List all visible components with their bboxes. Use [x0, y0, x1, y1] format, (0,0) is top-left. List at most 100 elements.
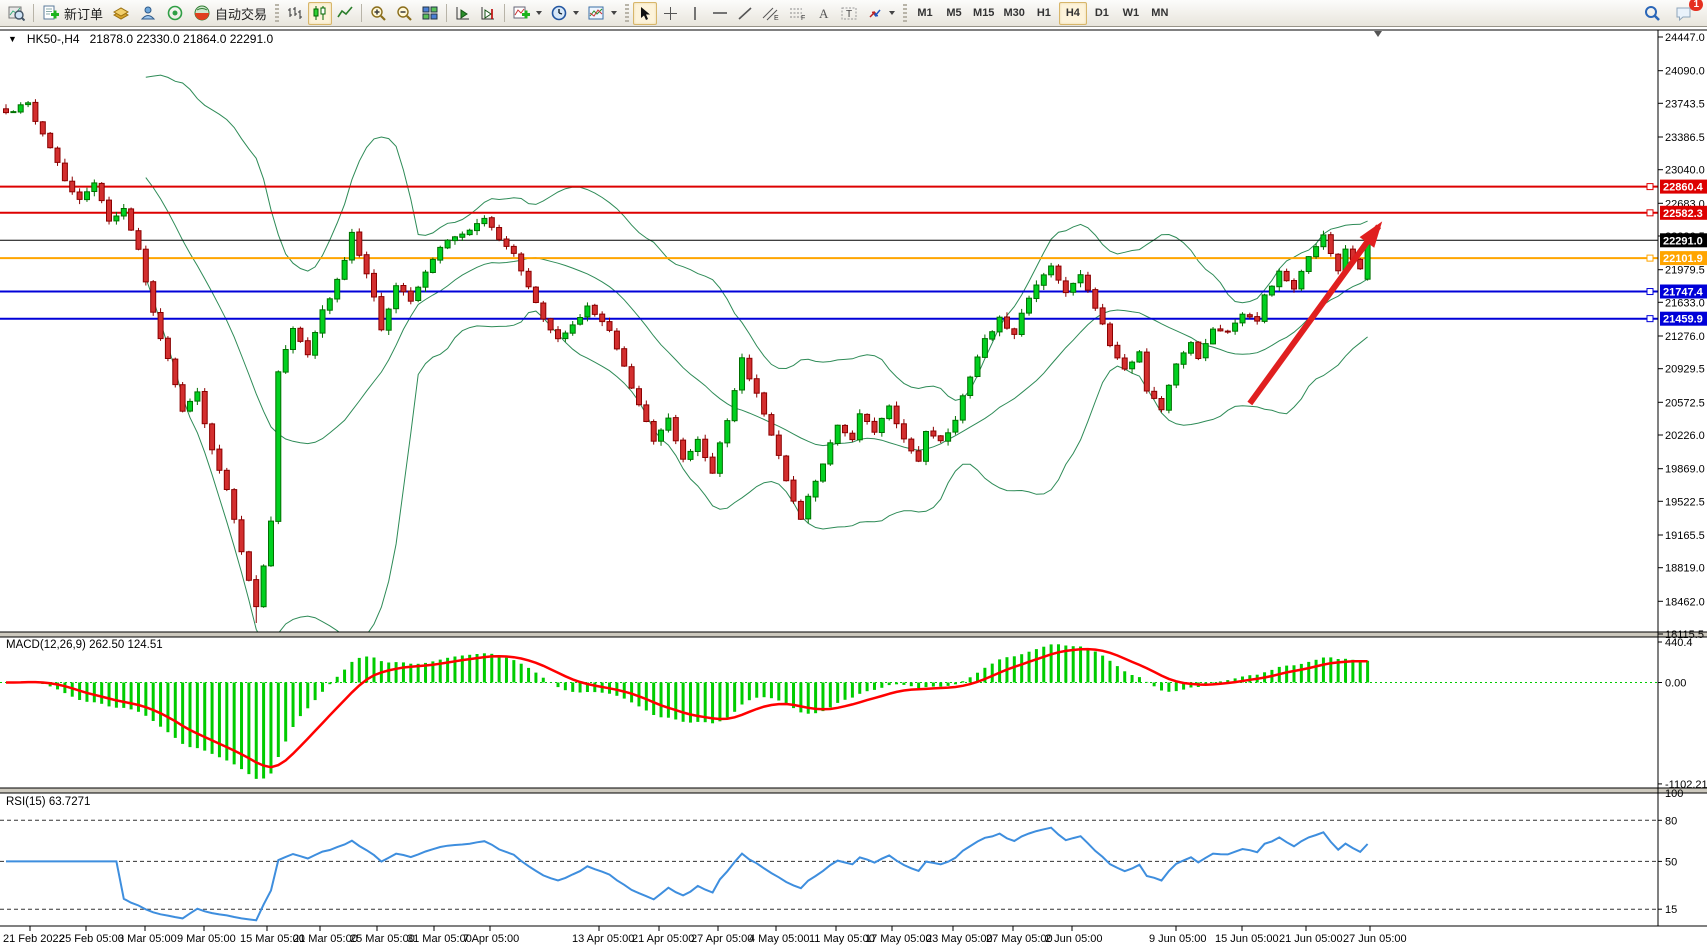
auto-scroll-button[interactable] [451, 2, 475, 25]
toolbar-right: 1 [1639, 0, 1703, 25]
indicators-add-icon [513, 6, 531, 19]
timeframe-button-w1[interactable]: W1 [1117, 2, 1145, 25]
svg-text:A: A [819, 6, 829, 21]
price-badge-21747.4: 21747.4 [1663, 287, 1704, 299]
divider [504, 4, 506, 22]
vertical-line-tool-button[interactable] [683, 2, 707, 25]
candlestick-chart-button[interactable] [308, 1, 333, 25]
last-bar-marker-icon [1374, 31, 1382, 37]
time-axis-label: 27 Jun 05:00 [1343, 933, 1407, 945]
timeframe-button-h1[interactable]: H1 [1030, 2, 1058, 25]
tile-windows-button[interactable] [418, 2, 442, 25]
price-tick-label: 23040.0 [1665, 165, 1705, 177]
zoom-out-button[interactable] [392, 2, 417, 25]
svg-text:E: E [774, 15, 779, 21]
price-tick-label: 18819.0 [1665, 563, 1705, 575]
line-chart-button[interactable] [333, 2, 357, 25]
time-axis-label: 27 May 05:00 [986, 933, 1053, 945]
time-axis-label: 21 Mar 05:00 [293, 933, 358, 945]
rsi-scale-label: 80 [1665, 815, 1677, 827]
time-axis-label: 25 Feb 05:00 [59, 933, 124, 945]
timeframe-button-d1[interactable]: D1 [1088, 2, 1116, 25]
auto-scroll-icon [456, 7, 470, 20]
dropdown-caret-icon [573, 11, 580, 15]
level-line-handle[interactable] [1646, 315, 1654, 323]
trendline-tool-button[interactable] [733, 2, 757, 25]
price-tick-label: 19869.0 [1665, 464, 1705, 476]
level-line-handle[interactable] [1646, 183, 1654, 191]
crosshair-tool-button[interactable] [658, 2, 682, 25]
price-tick-label: 18115.5 [1665, 629, 1704, 641]
search-icon [1645, 5, 1660, 21]
price-chart-canvas[interactable]: 24447.024090.023743.523386.523040.022683… [0, 27, 1707, 947]
templates-button[interactable] [584, 2, 621, 25]
ohlc-values: 21878.0 22330.0 21864.0 22291.0 [89, 32, 274, 46]
chart-shift-icon [481, 7, 495, 20]
arrows-icon [869, 9, 881, 18]
timeframe-button-m5[interactable]: M5 [940, 2, 968, 25]
collapse-arrow-icon[interactable]: ▼ [8, 34, 17, 44]
bar-chart-button[interactable] [283, 2, 307, 25]
timeframe-button-m1[interactable]: M1 [911, 2, 939, 25]
time-axis-label: 31 Mar 05:00 [407, 933, 472, 945]
timeframe-button-m30[interactable]: M30 [999, 2, 1028, 25]
price-tick-label: 18462.0 [1665, 596, 1705, 608]
search-button[interactable] [1639, 2, 1665, 25]
price-tick-label: 20226.0 [1665, 430, 1705, 442]
level-line-handle[interactable] [1646, 209, 1654, 217]
clock-icon [551, 5, 567, 21]
template-icon [588, 6, 604, 20]
time-axis-label: 11 May 05:00 [809, 933, 875, 945]
price-tick-label: 23386.5 [1665, 132, 1705, 144]
timeframe-group: M1 M5 M15 M30 H1 H4 D1 W1 MN [911, 1, 1174, 25]
text-tool-button[interactable]: A [812, 2, 836, 25]
text-label-tool-button[interactable]: T [837, 2, 862, 25]
level-line-handle[interactable] [1646, 288, 1654, 296]
svg-text:T: T [846, 9, 852, 20]
zoom-in-button[interactable] [366, 2, 391, 25]
chart-title: ▼ HK50-,H4 21878.0 22330.0 21864.0 22291… [8, 32, 273, 46]
timeframe-button-h4[interactable]: H4 [1058, 1, 1087, 25]
price-axis-badges: 22860.4 22582.3 22291.0 22101.9 21747.4 21459… [1660, 179, 1707, 326]
rsi-scale-label: 15 [1665, 904, 1677, 916]
time-axis-label: 21 Apr 05:00 [632, 933, 694, 945]
market-watch-icon [113, 7, 130, 20]
new-order-button[interactable]: 新订单 [38, 2, 107, 25]
navigator-button[interactable] [162, 2, 188, 25]
data-window-button[interactable] [135, 2, 161, 25]
divider [33, 4, 34, 22]
time-axis-label: 17 May 05:00 [865, 933, 932, 945]
cursor-tool-button[interactable] [633, 1, 658, 25]
trend-arrow-annotation[interactable] [1247, 221, 1383, 406]
trendline-icon [738, 6, 752, 20]
fibonacci-tool-button[interactable]: F [785, 2, 811, 25]
price-tick-label: 20572.5 [1665, 397, 1705, 409]
price-tick-label: 21979.5 [1665, 265, 1705, 277]
timeframe-button-mn[interactable]: MN [1146, 2, 1174, 25]
text-icon: A [819, 6, 829, 21]
periods-button[interactable] [547, 2, 583, 25]
indicators-button[interactable] [509, 2, 546, 25]
market-watch-button[interactable] [108, 2, 134, 25]
time-axis-label: 23 May 05:00 [926, 933, 993, 945]
notifications-button[interactable]: 1 [1671, 0, 1703, 25]
new-order-label: 新订单 [64, 6, 104, 22]
level-line-handle[interactable] [1646, 254, 1654, 262]
price-badge-21459.9: 21459.9 [1663, 314, 1703, 326]
time-axis-label: 9 Jun 05:00 [1149, 933, 1207, 945]
bollinger-bands [145, 74, 1368, 632]
price-axis: 24447.024090.023743.523386.523040.022683… [1658, 32, 1707, 916]
arrows-tool-button[interactable] [863, 2, 899, 25]
dropdown-caret-icon [536, 11, 543, 15]
price-tick-label: 23743.5 [1665, 98, 1705, 110]
autotrading-button[interactable]: 自动交易 [189, 2, 271, 25]
horizontal-line-tool-button[interactable] [708, 2, 732, 25]
chart-window-button[interactable] [4, 2, 29, 25]
chart-shift-button[interactable] [476, 2, 500, 25]
timeframe-button-m15[interactable]: M15 [969, 2, 998, 25]
dropdown-caret-icon [889, 11, 896, 15]
fibonacci-icon: F [790, 8, 805, 21]
vertical-line-icon [694, 6, 696, 20]
equidistant-channel-tool-button[interactable]: E [758, 2, 784, 25]
